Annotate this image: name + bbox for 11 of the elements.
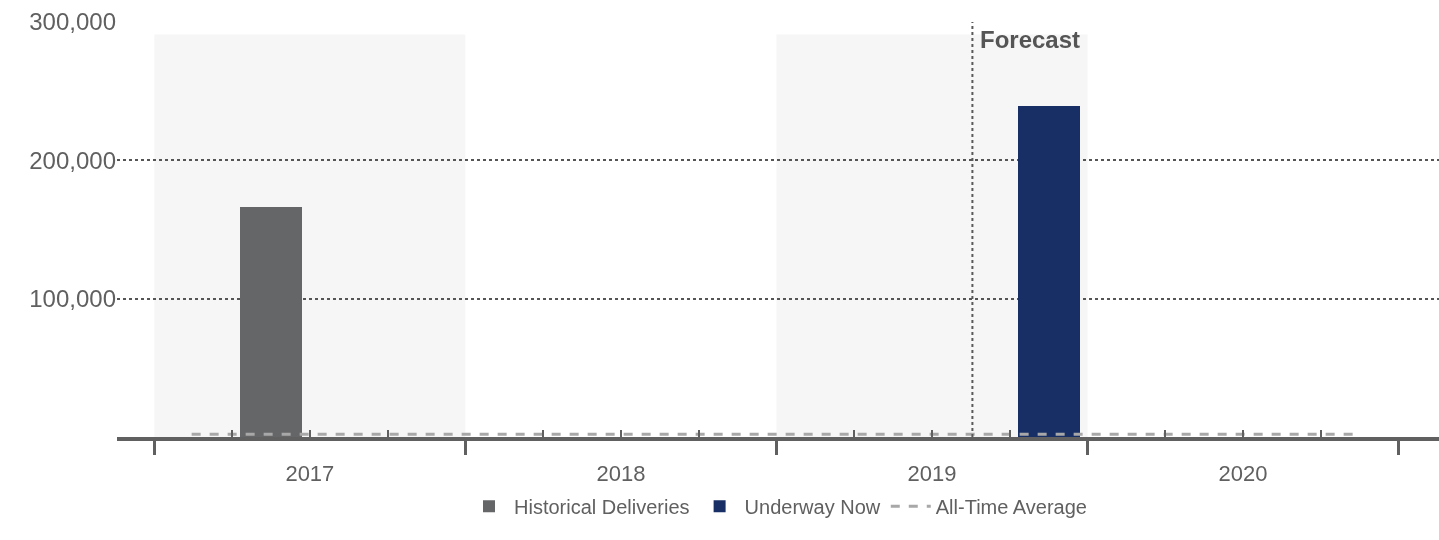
y-tick-label: 300,000 — [29, 8, 116, 36]
x-tick-label: 2020 — [1218, 461, 1268, 487]
x-tick-label: 2017 — [285, 461, 335, 487]
x-tick-label: 2019 — [907, 461, 957, 487]
legend-label: All-Time Average — [935, 496, 1087, 519]
legend-label: Underway Now — [744, 496, 881, 519]
y-tick-label: 100,000 — [29, 285, 116, 313]
legend-label: Historical Deliveries — [514, 496, 690, 519]
y-tick-label: 200,000 — [29, 146, 116, 174]
ref-line-label: Forecast — [980, 26, 1081, 53]
x-tick-label: 2018 — [596, 461, 646, 487]
